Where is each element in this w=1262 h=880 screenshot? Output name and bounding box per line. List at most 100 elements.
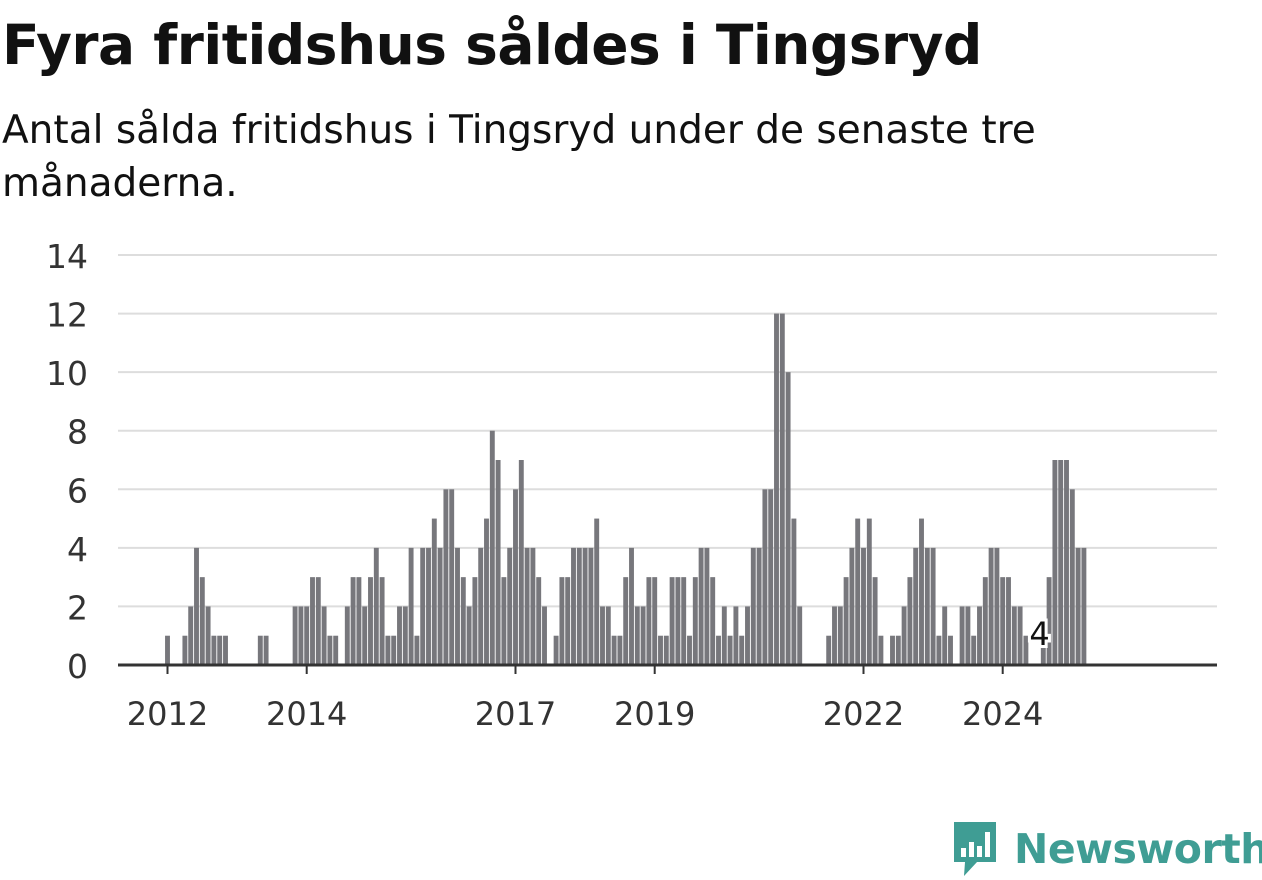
y-tick-label: 8 — [67, 413, 88, 452]
bar — [327, 635, 333, 665]
bar — [785, 372, 791, 665]
bar — [623, 577, 629, 665]
bar — [1011, 606, 1017, 665]
bar — [675, 577, 681, 665]
x-tick-label: 2022 — [823, 695, 904, 733]
bar — [507, 547, 513, 665]
bar — [878, 635, 884, 665]
bar — [669, 577, 675, 665]
bar — [443, 489, 449, 665]
bar — [460, 577, 466, 665]
x-tick-label: 2024 — [962, 695, 1043, 733]
bar — [890, 635, 895, 665]
bar — [988, 547, 994, 665]
bar — [368, 577, 373, 665]
brand-name: Newsworthy — [1014, 825, 1262, 873]
bar — [634, 606, 640, 665]
newsworthy-logo-icon — [954, 822, 996, 876]
bar — [420, 547, 426, 665]
bar — [571, 547, 576, 665]
bar — [414, 635, 420, 665]
bar — [536, 577, 542, 665]
y-tick-label: 14 — [46, 237, 88, 276]
bar — [594, 518, 600, 665]
bar — [895, 635, 901, 665]
bar — [1046, 577, 1052, 665]
bar — [298, 606, 304, 665]
brand-logo: Newsworthy — [950, 818, 1262, 880]
y-tick-label: 2 — [67, 588, 88, 627]
bar — [733, 606, 739, 665]
bar — [663, 635, 669, 665]
bar — [199, 577, 205, 665]
bar — [292, 606, 298, 665]
bar — [727, 635, 733, 665]
bar — [994, 547, 1000, 665]
bar — [959, 606, 965, 665]
bar — [304, 606, 310, 665]
bar — [321, 606, 327, 665]
bar — [768, 489, 774, 665]
x-tick-label: 2012 — [127, 695, 208, 733]
bar — [379, 577, 385, 665]
bar — [901, 606, 907, 665]
bar — [774, 313, 779, 665]
bar — [1000, 577, 1006, 665]
bar — [257, 635, 263, 665]
bar — [1017, 606, 1023, 665]
bar — [948, 635, 953, 665]
bar — [205, 606, 211, 665]
bar — [431, 518, 437, 665]
bar — [710, 577, 716, 665]
bar — [721, 606, 727, 665]
bar — [559, 577, 565, 665]
bar — [739, 635, 745, 665]
bar — [466, 606, 472, 665]
bar — [611, 635, 617, 665]
bar — [971, 635, 977, 665]
bar — [617, 635, 623, 665]
bar — [1069, 489, 1075, 665]
bar — [437, 547, 443, 665]
bar — [658, 635, 663, 665]
bar — [646, 577, 652, 665]
y-tick-label: 10 — [46, 354, 88, 393]
bar — [350, 577, 356, 665]
bar — [542, 606, 547, 665]
bar — [263, 635, 269, 665]
bar — [872, 577, 878, 665]
bar — [832, 606, 837, 665]
bar — [1058, 460, 1064, 665]
bar — [455, 547, 460, 665]
bar — [843, 577, 849, 665]
bar — [698, 547, 704, 665]
bar — [745, 606, 750, 665]
bar — [582, 547, 588, 665]
bar — [1052, 460, 1058, 665]
bar — [605, 606, 611, 665]
bar — [849, 547, 855, 665]
bar — [588, 547, 594, 665]
bar — [524, 547, 530, 665]
bar — [977, 606, 982, 665]
bar — [704, 547, 710, 665]
y-tick-label: 4 — [67, 530, 88, 569]
y-tick-label: 0 — [67, 647, 88, 686]
bar — [629, 547, 634, 665]
bar — [750, 547, 756, 665]
bar — [310, 577, 315, 665]
bar — [866, 518, 872, 665]
bar — [391, 635, 397, 665]
x-tick-label: 2014 — [266, 695, 347, 733]
bar — [756, 547, 762, 665]
bar — [1075, 547, 1081, 665]
bar — [333, 635, 339, 665]
bar — [826, 635, 832, 665]
bar — [373, 547, 379, 665]
bar — [518, 460, 524, 665]
bar — [194, 547, 199, 665]
bar — [924, 547, 930, 665]
bar — [762, 489, 768, 665]
highlight-data-label: 4 — [1029, 615, 1049, 653]
bar — [385, 635, 391, 665]
